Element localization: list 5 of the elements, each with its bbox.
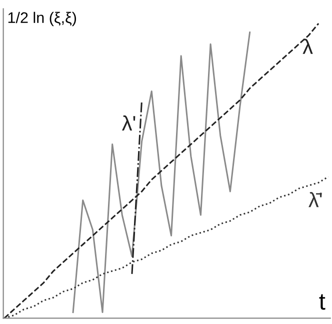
series-label: λ' [122, 115, 136, 130]
series-label: λ̄' [308, 192, 322, 208]
x-axis-title: t [319, 294, 326, 310]
y-axis-title: 1/2 ln (ξ,ξ) [8, 12, 76, 26]
series-label: λ [302, 38, 313, 54]
